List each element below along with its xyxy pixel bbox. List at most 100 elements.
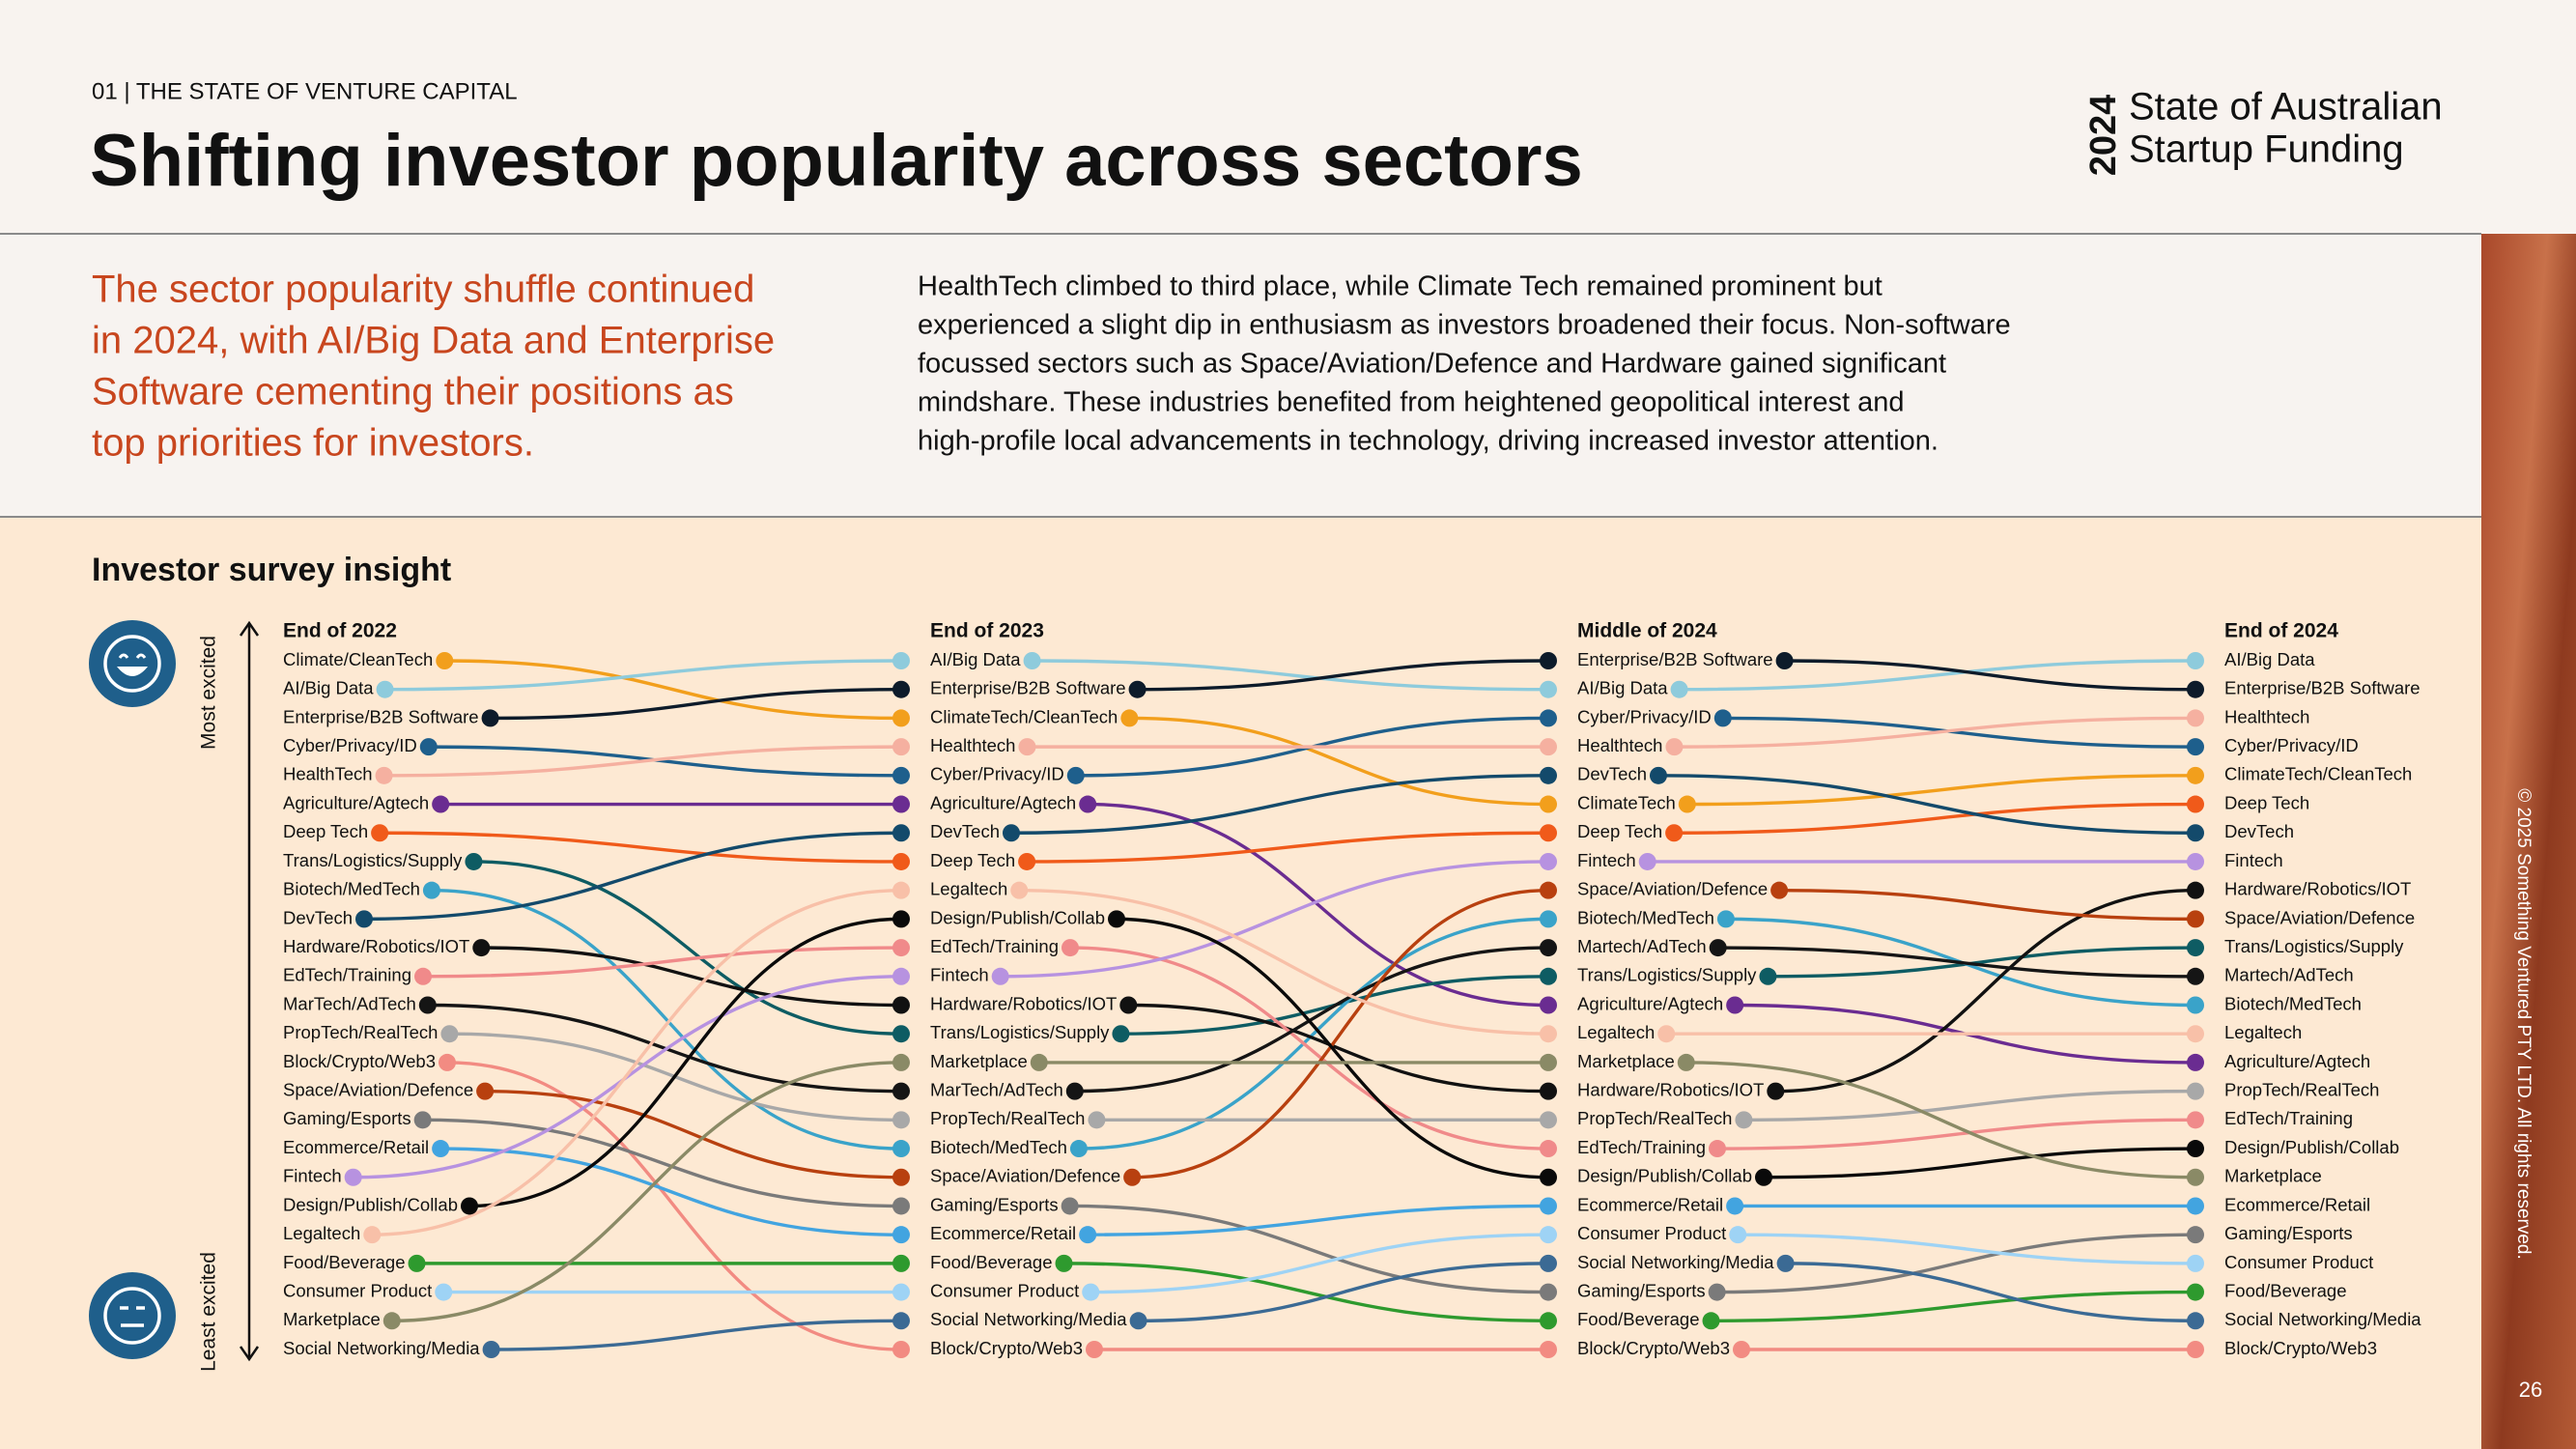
rank-dot <box>1649 766 1667 784</box>
sector-label: Agriculture/Agtech <box>1577 993 1723 1013</box>
rank-dot <box>1540 1168 1557 1186</box>
rank-dot <box>1670 680 1688 698</box>
rank-line <box>1738 1233 2196 1265</box>
rank-line <box>1074 946 1549 1094</box>
rank-dot <box>1540 1082 1557 1100</box>
rank-dot <box>1729 1226 1747 1244</box>
sector-label: Consumer Product <box>930 1280 1079 1300</box>
rank-dot <box>1066 766 1085 784</box>
rank-line <box>1069 1204 1549 1294</box>
rank-dot <box>1638 852 1656 870</box>
rank-line <box>422 1118 902 1208</box>
rank-dot <box>371 824 389 842</box>
rank-dot <box>892 1341 910 1358</box>
rank-dot <box>1540 1312 1557 1330</box>
sector-label: ClimateTech/CleanTech <box>2224 764 2412 784</box>
rank-line <box>1128 1003 1549 1094</box>
rank-dot <box>2187 1111 2204 1129</box>
rank-dot <box>1088 1111 1106 1129</box>
sector-label: Legaltech <box>283 1223 360 1243</box>
rank-dot <box>1540 996 1557 1014</box>
rank-line <box>372 888 902 1236</box>
rank-dot <box>892 939 910 957</box>
rank-line <box>1132 888 1549 1179</box>
rank-dot <box>1540 1111 1557 1129</box>
rank-dot <box>1540 1197 1557 1215</box>
rank-dot <box>481 709 499 727</box>
rank-line <box>440 1147 902 1236</box>
intro: The sector popularity shuffle continued i… <box>92 269 2011 465</box>
rank-dot <box>1775 652 1794 669</box>
sector-label: Deep Tech <box>283 821 368 841</box>
rank-dot <box>1061 1197 1079 1215</box>
rank-line <box>1686 774 2196 807</box>
rank-dot <box>892 852 910 870</box>
sector-label: Cyber/Privacy/ID <box>2224 735 2359 755</box>
sector-label: PropTech/RealTech <box>283 1022 438 1042</box>
side-strip <box>2481 234 2576 1449</box>
sector-label: Enterprise/B2B Software <box>283 706 479 726</box>
rank-dot <box>2187 881 2204 899</box>
rank-dot <box>892 1283 910 1301</box>
sector-label: PropTech/RealTech <box>930 1108 1085 1128</box>
sector-label: Biotech/MedTech <box>283 879 420 899</box>
rank-line <box>1685 1061 2196 1179</box>
rank-dot <box>1018 852 1036 870</box>
axis-label: Least excited <box>198 1252 220 1372</box>
rank-line <box>1784 659 2196 692</box>
sector-label: Martech/AdTech <box>2224 965 2354 985</box>
sector-label: Biotech/MedTech <box>2224 993 2362 1013</box>
intro-highlight: top priorities for investors. <box>92 422 534 465</box>
column-header: Middle of 2024 <box>1577 620 1717 642</box>
rank-dot <box>1759 967 1777 985</box>
sector-label: Block/Crypto/Web3 <box>930 1338 1083 1358</box>
rank-line <box>485 1089 902 1179</box>
rank-dot <box>476 1082 495 1100</box>
rank-line <box>1019 888 1549 1036</box>
sector-label: Hardware/Robotics/IOT <box>930 993 1117 1013</box>
rank-dot <box>439 1053 456 1071</box>
chart-title: Investor survey insight <box>92 552 451 588</box>
dots <box>344 652 2204 1358</box>
rank-dot <box>1733 1341 1750 1358</box>
sector-label: Deep Tech <box>930 850 1015 870</box>
sector-label: Trans/Logistics/Supply <box>283 850 463 870</box>
rank-dot <box>1002 824 1020 842</box>
rank-dot <box>1082 1283 1100 1301</box>
sector-label: Consumer Product <box>1577 1223 1726 1243</box>
rank-dot <box>1755 1168 1772 1186</box>
rank-line <box>391 1061 902 1322</box>
sector-label: Marketplace <box>2224 1166 2322 1186</box>
sector-label: Fintech <box>1577 850 1636 870</box>
chart-band <box>0 518 2481 1449</box>
rank-line <box>481 946 902 1008</box>
rank-dot <box>2187 910 2204 928</box>
rank-dot <box>1018 738 1036 756</box>
rank-dot <box>1767 1082 1785 1100</box>
rank-dot <box>892 824 910 842</box>
rank-line <box>1716 1118 2196 1151</box>
rank-dot <box>1726 1197 1744 1215</box>
sector-label: Cyber/Privacy/ID <box>1577 706 1712 726</box>
rank-line <box>1088 1204 1549 1236</box>
sector-label: PropTech/RealTech <box>2224 1080 2379 1100</box>
rank-line <box>444 659 902 721</box>
intro-body: HealthTech climbed to third place, while… <box>918 271 1882 302</box>
lines <box>353 659 2196 1351</box>
rank-line <box>422 946 902 979</box>
rank-dot <box>2187 1341 2204 1358</box>
sector-label: Trans/Logistics/Supply <box>1577 965 1757 985</box>
rank-dot <box>1665 824 1684 842</box>
rank-dot <box>1770 881 1789 899</box>
sector-label: Enterprise/B2B Software <box>1577 649 1773 669</box>
sector-label: Ecommerce/Retail <box>1577 1194 1723 1214</box>
brand-line: State of Australian <box>2129 86 2443 128</box>
rank-dot <box>1735 1111 1753 1129</box>
rank-dot <box>1540 1140 1557 1158</box>
sector-label: Trans/Logistics/Supply <box>930 1022 1110 1042</box>
rank-dot <box>419 738 438 756</box>
sector-label: Agriculture/Agtech <box>2224 1051 2370 1071</box>
rank-dot <box>1776 1254 1795 1272</box>
rank-dot <box>2187 1254 2204 1272</box>
